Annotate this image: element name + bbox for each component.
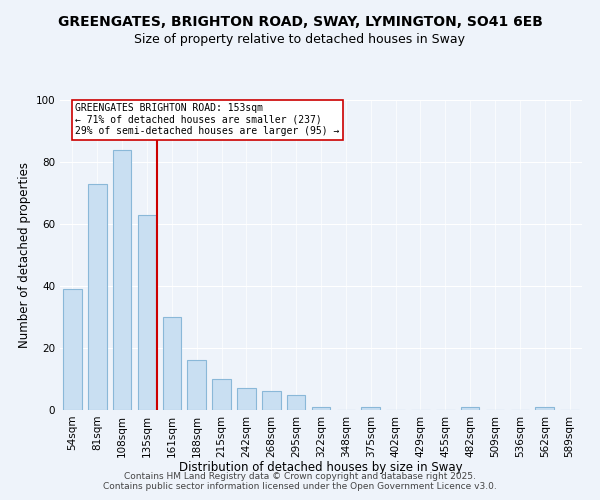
Bar xyxy=(212,379,231,410)
Bar xyxy=(63,289,82,410)
Text: Size of property relative to detached houses in Sway: Size of property relative to detached ho… xyxy=(134,32,466,46)
Bar xyxy=(137,214,157,410)
Bar xyxy=(88,184,107,410)
Bar xyxy=(262,392,281,410)
X-axis label: Distribution of detached houses by size in Sway: Distribution of detached houses by size … xyxy=(179,461,463,474)
Bar xyxy=(361,407,380,410)
Bar xyxy=(113,150,131,410)
Text: Contains public sector information licensed under the Open Government Licence v3: Contains public sector information licen… xyxy=(103,482,497,491)
Bar xyxy=(163,317,181,410)
Text: GREENGATES BRIGHTON ROAD: 153sqm
← 71% of detached houses are smaller (237)
29% : GREENGATES BRIGHTON ROAD: 153sqm ← 71% o… xyxy=(76,103,340,136)
Bar xyxy=(535,407,554,410)
Y-axis label: Number of detached properties: Number of detached properties xyxy=(19,162,31,348)
Text: GREENGATES, BRIGHTON ROAD, SWAY, LYMINGTON, SO41 6EB: GREENGATES, BRIGHTON ROAD, SWAY, LYMINGT… xyxy=(58,15,542,29)
Bar xyxy=(311,407,331,410)
Bar xyxy=(461,407,479,410)
Bar xyxy=(187,360,206,410)
Text: Contains HM Land Registry data © Crown copyright and database right 2025.: Contains HM Land Registry data © Crown c… xyxy=(124,472,476,481)
Bar xyxy=(237,388,256,410)
Bar xyxy=(287,394,305,410)
